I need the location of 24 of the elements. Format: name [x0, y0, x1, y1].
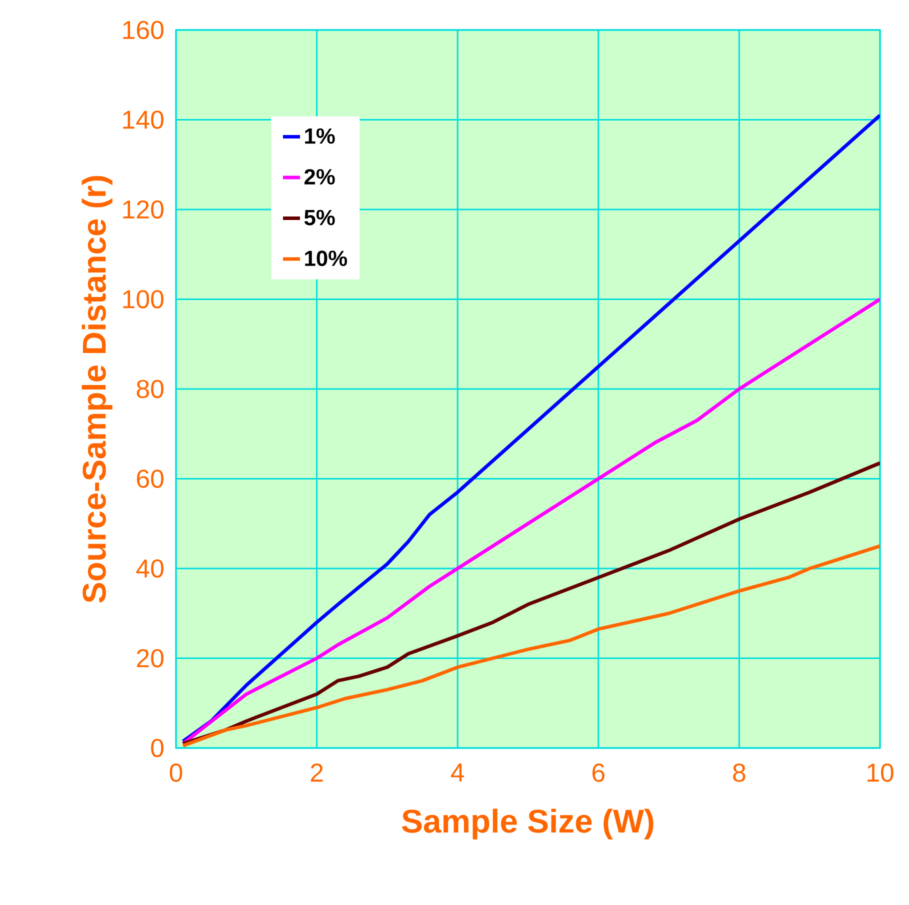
legend-label: 1%	[305, 128, 335, 144]
x-tick-label: 0	[170, 764, 182, 782]
y-tick-label: 60	[136, 470, 164, 488]
x-tick-label: 2	[310, 764, 323, 782]
y-tick-label: 140	[123, 110, 164, 129]
y-tick-label: 0	[151, 738, 164, 758]
x-axis-title: Sample Size (W)	[402, 808, 654, 840]
line-series	[181, 461, 880, 746]
x-tick-label: 4	[450, 764, 464, 782]
x-tick-label: 10	[868, 764, 894, 782]
y-tick-label: 20	[136, 649, 164, 668]
line-series	[181, 297, 880, 746]
y-tick-label: 40	[136, 559, 164, 578]
y-tick-label: 80	[136, 380, 164, 398]
legend-label: 2%	[304, 169, 335, 185]
y-tick-label: 100	[123, 290, 164, 308]
x-tick-label: 8	[733, 764, 746, 782]
y-tick-label: 120	[123, 200, 164, 219]
y-tick-label: 160	[123, 20, 164, 40]
line-series	[181, 544, 880, 748]
legend-label: 5%	[304, 210, 335, 226]
x-tick-label: 6	[592, 764, 604, 782]
y-axis-title: Source-Sample Distance (r)	[82, 176, 112, 603]
legend-label: 10%	[305, 250, 348, 266]
